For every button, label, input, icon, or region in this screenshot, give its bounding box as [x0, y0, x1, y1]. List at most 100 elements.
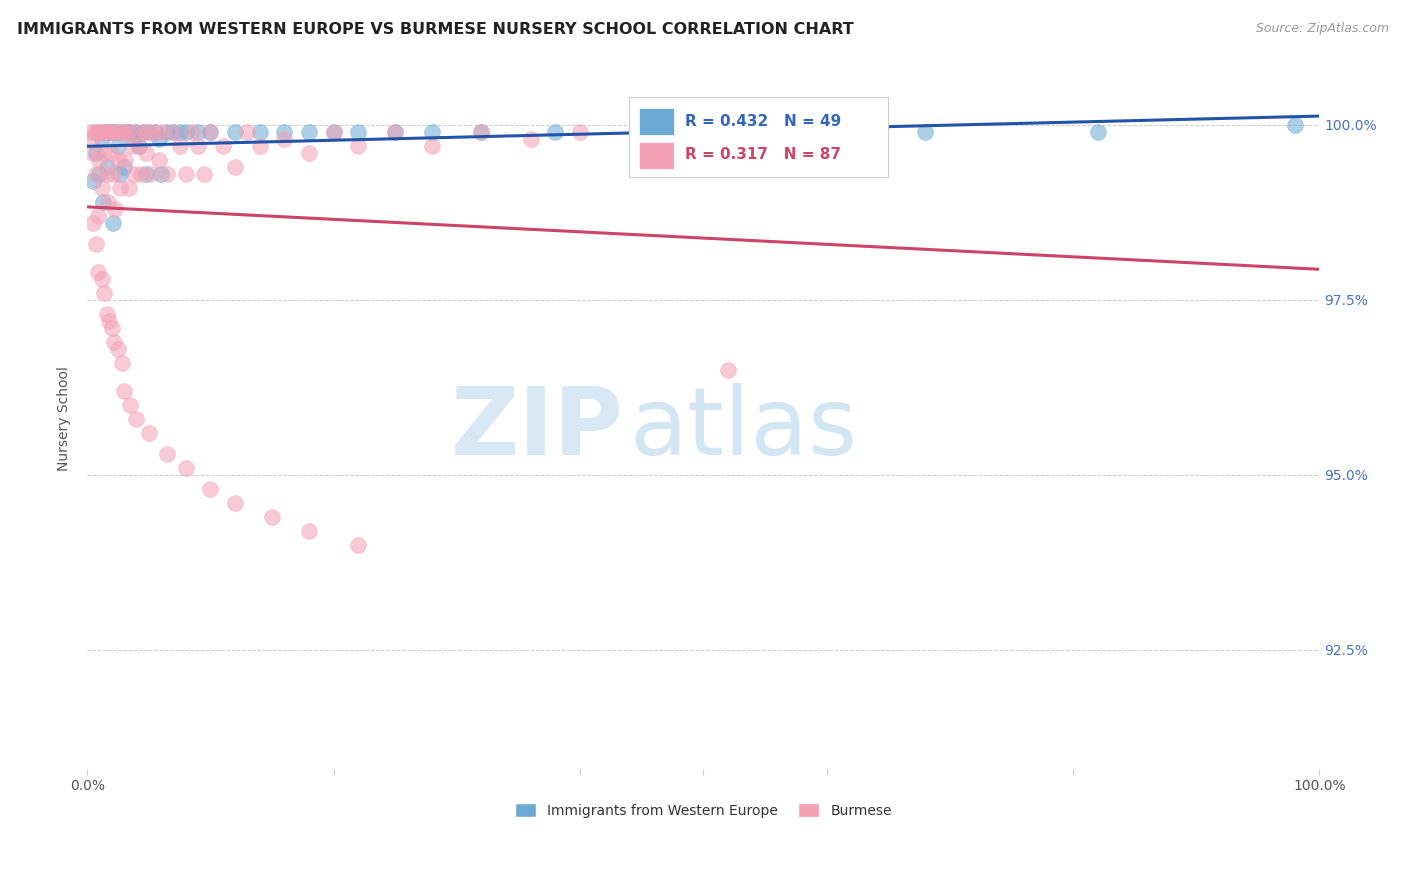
Point	[107, 342, 129, 356]
Point	[236, 124, 259, 138]
Point	[101, 320, 124, 334]
Point	[384, 124, 406, 138]
Point	[121, 131, 143, 145]
Point	[138, 124, 160, 138]
Point	[80, 131, 103, 145]
Point	[174, 124, 197, 138]
Point	[98, 313, 121, 327]
Point	[249, 138, 271, 153]
Point	[156, 167, 179, 181]
Point	[89, 167, 111, 181]
Point	[86, 124, 108, 138]
Text: R = 0.432   N = 49: R = 0.432 N = 49	[685, 113, 841, 128]
Point	[91, 124, 114, 138]
Point	[100, 145, 122, 160]
Point	[224, 124, 246, 138]
Point	[148, 153, 170, 167]
Point	[101, 215, 124, 229]
Point	[914, 124, 936, 138]
Point	[84, 167, 107, 181]
Point	[96, 167, 118, 181]
Point	[125, 124, 148, 138]
Point	[420, 124, 443, 138]
Point	[174, 167, 197, 181]
Point	[82, 215, 104, 229]
Point	[117, 124, 139, 138]
Point	[298, 124, 321, 138]
Point	[84, 236, 107, 251]
Point	[101, 124, 124, 138]
Point	[107, 138, 129, 153]
Point	[224, 495, 246, 509]
Point	[224, 160, 246, 174]
Point	[90, 124, 112, 138]
Point	[470, 124, 492, 138]
Point	[98, 124, 121, 138]
Point	[148, 131, 170, 145]
Point	[162, 124, 184, 138]
Point	[97, 194, 120, 209]
Point	[120, 124, 142, 138]
Point	[108, 153, 131, 167]
Point	[103, 124, 125, 138]
Point	[717, 362, 740, 376]
Point	[138, 425, 160, 440]
Point	[125, 411, 148, 425]
Point	[143, 124, 166, 138]
Point	[169, 138, 191, 153]
Point	[193, 167, 215, 181]
Point	[115, 124, 138, 138]
Point	[630, 124, 652, 138]
Point	[273, 124, 295, 138]
Point	[200, 124, 222, 138]
Point	[101, 167, 124, 181]
Y-axis label: Nursery School: Nursery School	[58, 366, 72, 471]
Point	[150, 167, 173, 181]
Point	[1284, 118, 1306, 132]
Point	[260, 509, 283, 524]
Point	[91, 131, 114, 145]
Point	[150, 124, 173, 138]
Text: R = 0.317   N = 87: R = 0.317 N = 87	[685, 147, 841, 162]
Point	[103, 334, 125, 349]
Point	[98, 124, 121, 138]
Point	[187, 138, 209, 153]
FancyBboxPatch shape	[630, 96, 889, 177]
Point	[131, 124, 153, 138]
Point	[104, 202, 127, 216]
Legend: Immigrants from Western Europe, Burmese: Immigrants from Western Europe, Burmese	[508, 796, 898, 825]
Point	[211, 138, 233, 153]
Point	[569, 124, 592, 138]
Point	[470, 124, 492, 138]
Point	[101, 124, 124, 138]
Point	[180, 124, 202, 138]
Point	[112, 124, 135, 138]
Point	[249, 124, 271, 138]
Point	[156, 446, 179, 460]
Point	[111, 124, 134, 138]
Point	[89, 124, 111, 138]
Point	[96, 160, 118, 174]
Point	[103, 124, 125, 138]
Point	[83, 124, 105, 138]
FancyBboxPatch shape	[640, 142, 673, 169]
Point	[135, 145, 157, 160]
Point	[322, 124, 344, 138]
Point	[200, 124, 222, 138]
Point	[93, 145, 115, 160]
Point	[111, 355, 134, 369]
Point	[1087, 124, 1109, 138]
Point	[118, 180, 141, 194]
Point	[125, 124, 148, 138]
Point	[114, 153, 136, 167]
Point	[120, 398, 142, 412]
Point	[107, 124, 129, 138]
Point	[135, 167, 157, 181]
Point	[91, 180, 114, 194]
Point	[122, 167, 145, 181]
Point	[132, 124, 155, 138]
Point	[169, 124, 191, 138]
Point	[89, 153, 111, 167]
Point	[131, 167, 153, 181]
Point	[96, 307, 118, 321]
